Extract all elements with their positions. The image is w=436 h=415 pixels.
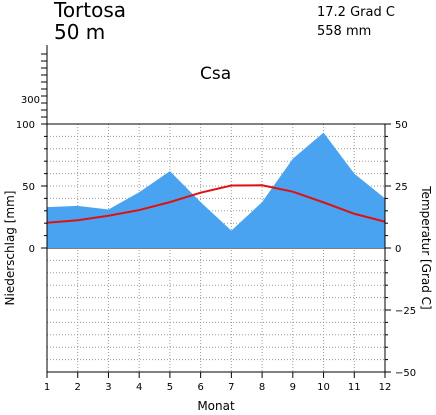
temperature-line (46, 184, 386, 224)
x-tick-label: 8 (259, 382, 265, 393)
x-tick-label: 10 (317, 382, 330, 393)
x-tick-label: 11 (348, 382, 361, 393)
upper-axis: 300 (21, 45, 48, 125)
x-tick-label: 7 (228, 382, 234, 393)
annual-precipitation: 558 mm (317, 24, 371, 39)
x-tick-label: 5 (167, 382, 173, 393)
left-tick-label: 100 (16, 120, 35, 131)
left-tick-label: 0 (29, 244, 35, 255)
right-axis-title: Temperatur [Grad C] (419, 185, 433, 309)
x-tick-label: 4 (136, 382, 142, 393)
x-tick-label: 2 (75, 382, 81, 393)
x-tick-label: 12 (379, 382, 392, 393)
right-tick-label: −50 (395, 368, 416, 379)
right-tick-label: 0 (395, 244, 401, 255)
left-upper-tick-label: 300 (21, 95, 40, 106)
climate-class: Csa (200, 64, 231, 84)
left-axis-title: Niederschlag [mm] (3, 191, 17, 306)
precipitation-area (47, 132, 385, 248)
station-name: Tortosa (53, 0, 126, 22)
right-tick-label: 25 (395, 182, 408, 193)
left-axis-ticks: 100 50 0 (16, 120, 47, 255)
x-tick-label: 6 (197, 382, 203, 393)
station-elevation: 50 m (54, 20, 105, 44)
x-tick-label: 3 (105, 382, 111, 393)
x-axis-ticks: 1 2 3 4 5 6 7 8 9 10 11 12 (44, 372, 392, 393)
left-tick-label: 50 (22, 182, 35, 193)
right-tick-label: −25 (395, 306, 416, 317)
mean-temperature: 17.2 Grad C (317, 5, 395, 20)
x-tick-label: 1 (44, 382, 50, 393)
right-axis-ticks: 50 25 0 −25 −50 (385, 120, 416, 379)
right-tick-label: 50 (395, 120, 408, 131)
x-tick-label: 9 (290, 382, 296, 393)
x-axis-title: Monat (197, 399, 235, 413)
upper-axis-ticks (41, 53, 47, 125)
